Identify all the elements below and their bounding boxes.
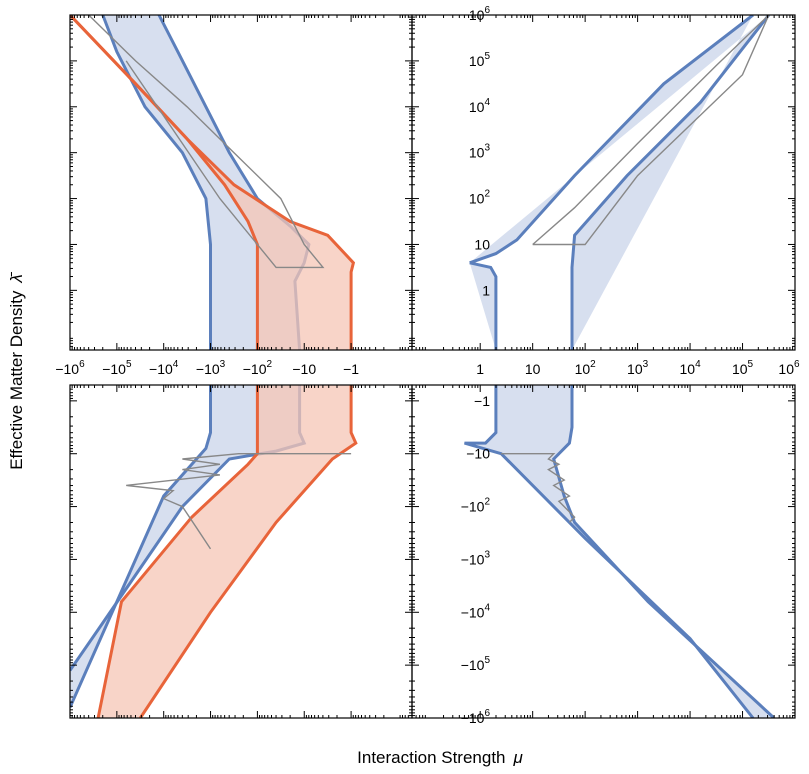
x-tick-neg-4: −102	[243, 359, 273, 377]
bottom-left-orange-band-fill	[98, 385, 356, 718]
x-tick-neg-5: −10	[292, 361, 316, 377]
x-tick-pos-4: 104	[679, 359, 701, 377]
top-left-orange-band-fill	[70, 15, 354, 350]
bottom-right-blue-band-fill	[464, 385, 774, 718]
y-tick-neg-5: −105	[461, 655, 491, 673]
y-tick-pos-5: 10	[474, 236, 490, 252]
top-right-blue-band-fill	[469, 15, 769, 350]
y-tick-pos-3: 103	[469, 143, 491, 161]
panel-top-right	[411, 14, 796, 351]
panel-top-left	[69, 14, 413, 351]
y-tick-neg-2: −102	[461, 497, 491, 515]
top-left-gray-outline	[88, 15, 325, 269]
x-tick-pos-0: 1	[476, 361, 484, 377]
x-tick-pos-3: 103	[627, 359, 649, 377]
top-right-blue-band-upper-edge	[570, 15, 770, 350]
x-tick-neg-3: −103	[196, 359, 226, 377]
bottom-left-orange-band-right-edge	[139, 385, 358, 718]
x-tick-pos-5: 105	[732, 359, 754, 377]
y-tick-pos-1: 105	[469, 51, 491, 69]
bottom-left-orange-band-left-edge	[96, 385, 259, 718]
y-tick-pos-6: 1	[482, 282, 490, 298]
tick-labels: −106 −105 −104 −103 −102 −10 −1 1 10 102 103 104 105…	[55, 5, 800, 726]
bottom-right-blue-band-right-edge	[552, 385, 776, 718]
y-tick-neg-6: −106	[461, 708, 491, 726]
y-tick-neg-3: −103	[461, 549, 491, 567]
x-tick-neg-0: −106	[55, 359, 85, 377]
y-tick-pos-4: 102	[469, 189, 491, 207]
y-tick-neg-4: −104	[461, 602, 491, 620]
x-tick-neg-1: −105	[102, 359, 132, 377]
x-tick-neg-2: −104	[149, 359, 179, 377]
y-tick-neg-1: −10	[466, 446, 490, 462]
x-tick-neg-6: −1	[343, 361, 359, 377]
top-right-blue-band-left-edge	[469, 15, 754, 265]
top-left-blue-band-left-edge	[101, 15, 212, 350]
bottom-left-gray-oscillation	[126, 453, 352, 550]
y-tick-pos-2: 104	[469, 97, 491, 115]
top-left-orange-band-right-edge	[70, 15, 356, 350]
x-tick-pos-2: 102	[575, 359, 597, 377]
y-tick-neg-0: −1	[474, 393, 490, 409]
x-tick-pos-1: 10	[525, 361, 541, 377]
top-right-frame	[411, 14, 796, 351]
y-axis-title: Effective Matter Densityλ̄	[7, 271, 26, 470]
bottom-left-blue-band-left-edge	[70, 385, 212, 709]
x-tick-pos-6: 106	[778, 359, 800, 377]
bottom-right-gray-zigzag	[501, 453, 576, 523]
y-tick-pos-0: 106	[469, 5, 491, 23]
panel-bottom-left	[69, 384, 413, 719]
bottom-right-blue-band-left-edge	[464, 385, 755, 718]
top-right-blue-band-right-edge	[469, 261, 498, 350]
top-right-gray-outline	[532, 15, 770, 246]
x-axis-title: Interaction Strength μ	[357, 748, 523, 767]
